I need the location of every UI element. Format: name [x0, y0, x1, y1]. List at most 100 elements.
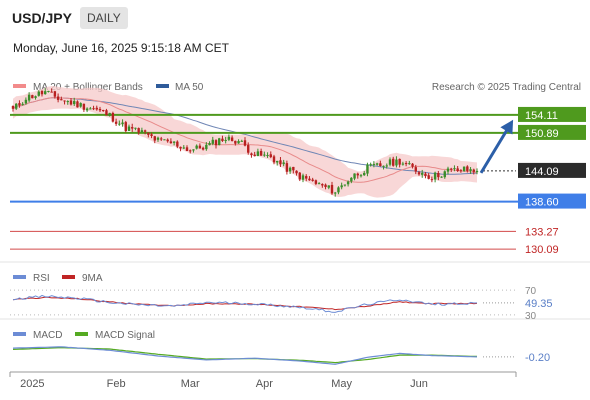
candle-body	[317, 183, 321, 185]
candle-body	[450, 168, 453, 170]
candle-body	[182, 147, 185, 149]
candle-body	[363, 172, 366, 176]
candle-body	[417, 172, 421, 175]
candle-body	[31, 95, 34, 99]
ma20-legend-label: MA 20 + Bollinger Bands	[33, 82, 143, 93]
candle-body	[379, 163, 382, 167]
candle-body	[433, 172, 437, 180]
candle-body	[446, 168, 450, 172]
macd-line	[12, 346, 478, 365]
candle-body	[192, 149, 195, 151]
candle-body	[79, 103, 82, 107]
candle-body	[85, 108, 89, 111]
macd-panel: -0.20	[12, 346, 550, 365]
x-tick-label: May	[331, 378, 352, 390]
candle-body	[440, 176, 443, 178]
candle-body	[27, 94, 31, 101]
x-axis: 2025 Feb Mar Apr May Jun	[9, 372, 517, 390]
candle-body	[359, 175, 363, 177]
candle-body	[163, 139, 166, 141]
candle-body	[208, 143, 211, 146]
candle-body	[237, 141, 240, 144]
candle-body	[366, 164, 369, 174]
candle-body	[240, 140, 243, 142]
candle-body	[269, 154, 272, 158]
candle-body	[266, 155, 269, 157]
rsi-line	[12, 294, 478, 313]
candle-body	[472, 169, 475, 172]
candle-body	[53, 91, 57, 97]
candle-body	[298, 172, 301, 180]
rsi-ref-label: 70	[525, 286, 537, 297]
candle-body	[401, 163, 405, 165]
candle-body	[185, 147, 189, 152]
candle-body	[114, 121, 118, 124]
candle-body	[92, 108, 95, 110]
candle-body	[346, 181, 350, 185]
candle-body	[60, 99, 63, 101]
candle-body	[195, 145, 198, 149]
price-levels: 154.11 150.89 144.09 138.60 133.27 130.09	[10, 106, 586, 256]
candles	[11, 88, 479, 197]
candle-body	[462, 166, 466, 172]
candle-body	[395, 159, 398, 166]
candle-body	[18, 103, 21, 106]
candle-body	[250, 153, 253, 156]
candle-body	[424, 173, 427, 176]
candle-body	[124, 122, 127, 132]
candle-body	[430, 179, 434, 181]
rsi-legend-swatch	[13, 275, 26, 279]
candle-body	[308, 178, 311, 181]
candle-body	[102, 110, 105, 112]
credit-label: Research © 2025 Trading Central	[432, 82, 581, 93]
candle-body	[89, 108, 92, 110]
rsi-last-value: 49.35	[525, 298, 553, 310]
candle-body	[227, 136, 231, 140]
resistance-tag	[518, 124, 586, 140]
candle-body	[272, 156, 276, 163]
candle-body	[66, 101, 69, 103]
macd-legend-label: MACD	[33, 330, 62, 341]
candle-body	[385, 165, 388, 167]
candle-body	[276, 160, 279, 163]
support-value: 138.60	[525, 197, 559, 209]
timeframe-badge[interactable]: DAILY	[80, 7, 128, 29]
candle-body	[176, 141, 179, 147]
candle-body	[218, 138, 221, 146]
candle-body	[288, 167, 292, 172]
target-value: 133.27	[525, 226, 559, 238]
candle-body	[169, 141, 173, 144]
candle-body	[414, 167, 417, 172]
candle-body	[279, 160, 282, 165]
candle-body	[234, 140, 237, 144]
forecast-arrow	[479, 119, 514, 174]
symbol-title: USD/JPY	[12, 10, 72, 26]
candle-body	[156, 137, 160, 140]
candle-body	[179, 146, 182, 149]
candle-body	[147, 132, 150, 135]
candle-body	[34, 96, 37, 98]
candle-body	[330, 184, 334, 194]
candle-body	[369, 164, 372, 166]
candle-body	[73, 101, 76, 105]
rsi-ref-label: 30	[525, 311, 537, 322]
candle-body	[198, 145, 202, 149]
candle-body	[314, 180, 318, 184]
candle-body	[324, 184, 327, 188]
macd-signal-legend-label: MACD Signal	[95, 330, 155, 341]
macd-signal-line	[12, 347, 478, 364]
candle-body	[343, 184, 347, 186]
candle-body	[247, 145, 250, 153]
candle-body	[256, 151, 260, 157]
support-tag	[518, 193, 586, 209]
datetime-label: Monday, June 16, 2025 9:15:18 AM CET	[13, 41, 229, 55]
forecast-arrow-shaft	[479, 124, 512, 174]
candle-body	[224, 140, 227, 142]
candle-body	[253, 154, 256, 157]
candle-body	[111, 112, 115, 122]
candle-body	[321, 184, 324, 186]
last-price-tag	[518, 162, 586, 178]
rsi-legend-label: RSI	[33, 273, 50, 284]
candle-body	[285, 163, 289, 172]
